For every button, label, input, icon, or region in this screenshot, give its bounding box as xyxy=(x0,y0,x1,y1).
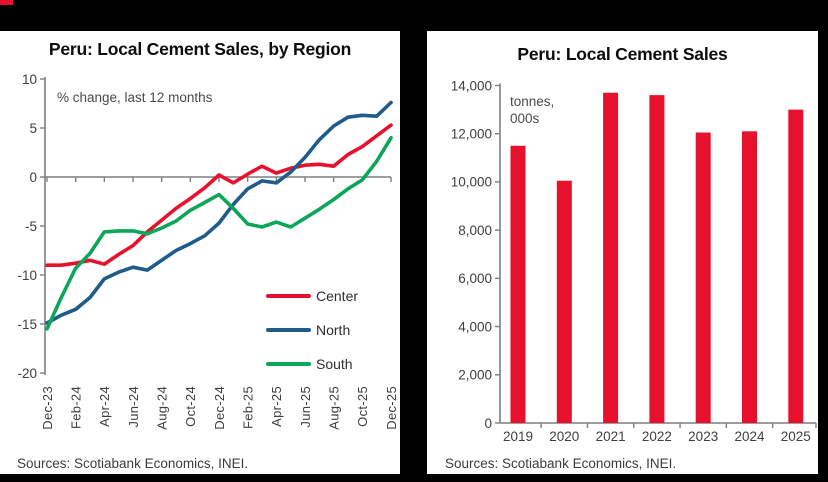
legend-label-south: South xyxy=(316,356,353,372)
legend-label-center: Center xyxy=(316,288,359,304)
line-x-tick-label: Jun-24 xyxy=(126,386,141,428)
line-x-tick-label: Apr-24 xyxy=(97,386,112,427)
line-x-tick-label: Apr-25 xyxy=(269,386,284,427)
legend-swatch-south xyxy=(266,362,311,366)
line-x-tick-label: Aug-25 xyxy=(326,386,341,430)
bar-y-axis: 0 2,000 4,000 6,000 8,000 10,000 12,000 14,000 xyxy=(451,78,501,431)
bar-2022 xyxy=(649,95,665,424)
bar-y-tick-label: 10,000 xyxy=(451,175,492,190)
bar-2023 xyxy=(695,132,711,424)
line-series-center xyxy=(45,123,393,267)
legend-label-north: North xyxy=(316,322,351,338)
line-x-tick-label: Jun-25 xyxy=(298,386,313,428)
bar-y-tick-label: 0 xyxy=(484,416,492,431)
line-series-south xyxy=(45,136,393,331)
line-y-tick-label: 0 xyxy=(29,170,37,185)
bar-chart-source: Sources: Scotiabank Economics, INEI. xyxy=(445,456,677,471)
line-chart-source: Sources: Scotiabank Economics, INEI. xyxy=(17,456,249,471)
bar-x-tick-label: 2023 xyxy=(688,429,718,444)
line-y-tick-label: -15 xyxy=(17,317,37,332)
line-x-tick-label: Aug-24 xyxy=(154,386,169,430)
line-x-tick-label: Feb-25 xyxy=(240,386,255,429)
line-x-tick-label: Oct-24 xyxy=(183,386,198,427)
line-x-tick-label: Dec-24 xyxy=(212,386,227,430)
legend-swatch-center xyxy=(266,294,311,298)
line-y-axis: 10 5 0 -5 -10 -15 -20 xyxy=(17,72,46,381)
bar-y-tick-label: 4,000 xyxy=(458,319,492,334)
line-x-tick-label: Dec-23 xyxy=(40,386,55,430)
bar-2019 xyxy=(510,145,526,423)
bar-chart-title: Peru: Local Cement Sales xyxy=(517,44,728,64)
bar-chart-svg: 0 2,000 4,000 6,000 8,000 10,000 12,000 14,000 2… xyxy=(451,78,817,444)
scotiabank-flag-logo xyxy=(0,0,13,5)
bar-x-tick-label: 2025 xyxy=(781,429,811,444)
bar-y-tick-label: 6,000 xyxy=(458,271,492,286)
bar-2020 xyxy=(556,180,572,423)
bar-2025 xyxy=(788,109,804,423)
bar-x-tick-label: 2020 xyxy=(549,429,579,444)
bar-chart-annotation: tonnes, 000s xyxy=(510,94,555,126)
bar-2024 xyxy=(742,131,757,423)
line-y-tick-label: -5 xyxy=(25,219,37,234)
legend-row-south: South xyxy=(266,354,358,374)
bar-y-tick-label: 12,000 xyxy=(451,127,492,142)
line-chart-title: Peru: Local Cement Sales, by Region xyxy=(48,39,352,59)
line-x-tick-label: Dec-25 xyxy=(384,386,399,430)
bar-x-axis xyxy=(500,422,817,428)
bar-2021 xyxy=(603,92,619,423)
bar-x-tick-label: 2022 xyxy=(642,429,672,444)
line-x-axis: Dec-23 Feb-24 Apr-24 Jun-24 Aug-24 Oct-24 Dec-… xyxy=(40,176,399,430)
bar-y-tick-label: 14,000 xyxy=(451,78,492,93)
line-y-tick-label: -20 xyxy=(17,366,37,381)
legend-swatch-north xyxy=(266,328,311,332)
bar-x-tick-label: 2021 xyxy=(596,429,626,444)
line-series-north xyxy=(45,100,393,325)
line-y-tick-label: 5 xyxy=(29,121,37,136)
line-chart-panel: Peru: Local Cement Sales, by Region 10 5 0… xyxy=(0,31,400,474)
legend-row-center: Center xyxy=(266,286,358,306)
line-chart-annotation: % change, last 12 months xyxy=(57,90,213,105)
bar-y-tick-label: 8,000 xyxy=(458,223,492,238)
line-x-tick-label: Feb-24 xyxy=(68,386,83,429)
line-chart-legend: Center North South xyxy=(266,286,358,388)
line-x-tick-label: Oct-25 xyxy=(355,386,370,427)
line-y-tick-label: -10 xyxy=(17,268,37,283)
bar-chart-panel: Peru: Local Cement Sales 0 2,000 4,000 6,00… xyxy=(427,31,818,474)
legend-row-north: North xyxy=(266,320,358,340)
bar-y-tick-label: 2,000 xyxy=(458,368,492,383)
bar-x-tick-label: 2024 xyxy=(734,429,765,444)
line-y-tick-label: 10 xyxy=(22,72,37,87)
bar-x-tick-label: 2019 xyxy=(503,429,533,444)
